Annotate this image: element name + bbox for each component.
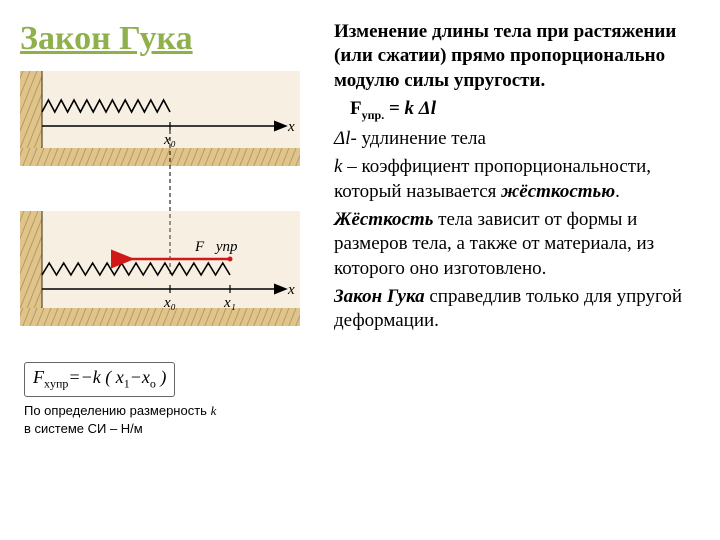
svg-text:x₁: x₁ bbox=[223, 295, 236, 311]
svg-text:x: x bbox=[287, 282, 295, 298]
law-note: Закон Гука справедлив только для упругой… bbox=[310, 285, 700, 334]
svg-text:x₀: x₀ bbox=[163, 295, 176, 311]
caption-line-1: По определению размерность k bbox=[24, 403, 300, 419]
stiffness-note: Жёсткость тела зависит от формы и размер… bbox=[310, 208, 700, 281]
page-title: Закон Гука bbox=[20, 20, 300, 57]
dl-definition: Δl- удлинение тела bbox=[310, 127, 700, 151]
caption-line-2: в системе СИ – Н/м bbox=[24, 421, 300, 436]
statement: Изменение длины тела при растяжении (или… bbox=[310, 20, 700, 93]
formula-box: Fxупр=−k ( x1−xo ) bbox=[24, 362, 175, 397]
body-text: Изменение длины тела при растяжении (или… bbox=[310, 20, 700, 334]
svg-text:x: x bbox=[287, 119, 295, 135]
svg-text:x₀: x₀ bbox=[163, 132, 176, 148]
spring-diagram: x₀ x x₀ x₁ x F⃗упр bbox=[20, 71, 300, 356]
k-definition: k – коэффициент пропорциональности, кото… bbox=[310, 155, 700, 204]
formula-main: Fупр. = k Δl bbox=[350, 97, 700, 123]
svg-text:F⃗упр: F⃗упр bbox=[194, 239, 238, 255]
